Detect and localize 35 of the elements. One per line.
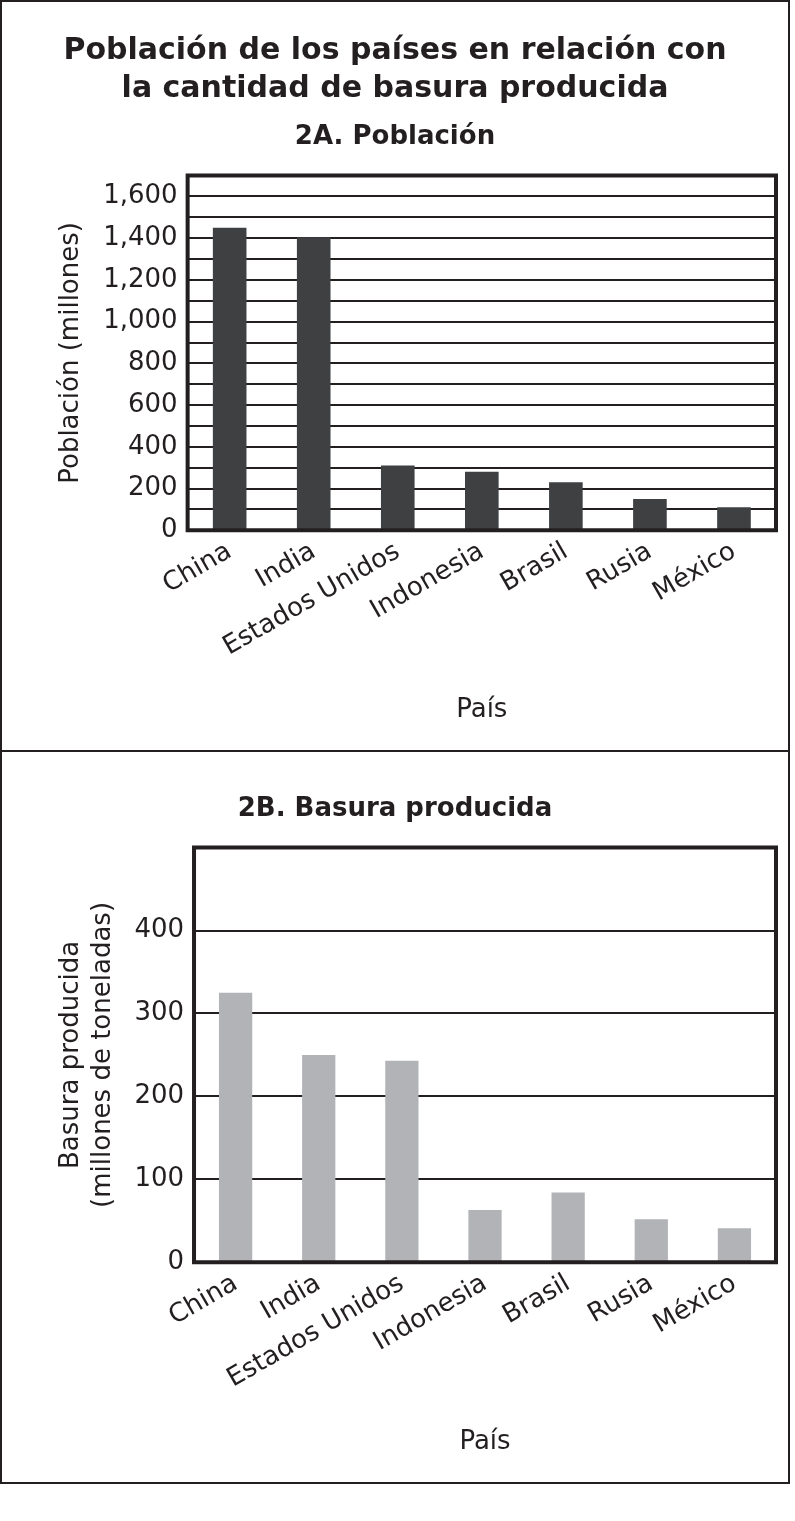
y-tick-label: 200: [127, 471, 178, 502]
x-axis-title: País: [456, 693, 508, 724]
bar: [468, 1210, 502, 1262]
y-tick-label: 400: [134, 913, 185, 944]
bar: [465, 471, 499, 530]
bar: [717, 1228, 752, 1262]
y-tick-label: 800: [127, 346, 178, 377]
bar: [218, 992, 253, 1262]
y-axis-title: Población (millones): [54, 222, 85, 484]
y-tick-label: 200: [134, 1079, 185, 1110]
y-tick-label: 1,200: [103, 262, 178, 293]
y-axis-title: Basura producida (millones de toneladas): [54, 901, 116, 1208]
bar: [296, 237, 331, 530]
chart-subtitle: 2A. Población: [293, 119, 497, 150]
y-tick-label: 0: [161, 513, 178, 544]
y-tick-label: 400: [127, 429, 178, 460]
bar: [380, 465, 415, 530]
y-tick-label: 1,000: [103, 304, 178, 335]
chart-title: Población de los países en relación con la cantidad de basura producida: [62, 30, 728, 106]
chart-title: 2B. Basura producida: [236, 791, 554, 822]
bar: [549, 482, 583, 530]
bar: [551, 1192, 585, 1262]
bar: [633, 498, 667, 530]
y-tick-label: 1,400: [103, 220, 178, 251]
bar: [212, 227, 247, 530]
y-tick-label: 1,600: [103, 179, 178, 210]
x-axis-title: País: [459, 1425, 511, 1456]
bar: [385, 1060, 419, 1262]
bar: [302, 1054, 336, 1262]
y-tick-label: 100: [134, 1162, 185, 1193]
bar: [634, 1219, 668, 1262]
y-tick-label: 300: [134, 996, 185, 1027]
y-tick-label: 0: [167, 1245, 185, 1276]
bar: [717, 507, 751, 530]
y-tick-label: 600: [127, 387, 178, 418]
